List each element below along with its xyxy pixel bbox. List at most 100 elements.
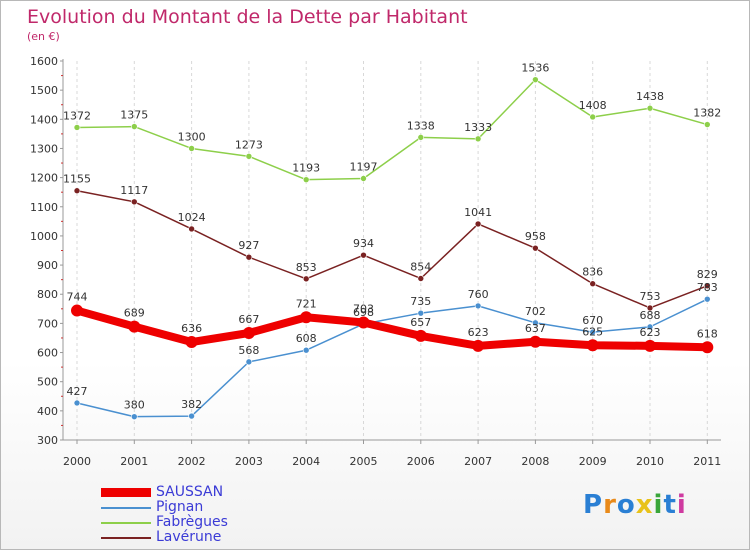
- data-label: 688: [640, 309, 661, 322]
- chart-title: Evolution du Montant de la Dette par Hab…: [27, 6, 468, 28]
- data-point: [302, 346, 310, 354]
- legend-item-pignan: Pignan: [101, 499, 301, 515]
- data-point: [73, 399, 81, 407]
- data-label: 958: [525, 230, 546, 243]
- x-tick-label: 2010: [636, 455, 664, 468]
- legend-swatch-laverune: [101, 537, 151, 539]
- y-tick-label: 1400: [30, 113, 58, 126]
- data-label: 1024: [178, 211, 206, 224]
- data-point: [360, 251, 367, 259]
- data-label: 735: [410, 295, 431, 308]
- data-point: [188, 412, 195, 420]
- data-point: [128, 320, 141, 333]
- legend-item-fabregues: Fabrègues: [101, 514, 301, 530]
- data-label: 608: [296, 332, 317, 345]
- data-point: [245, 358, 253, 366]
- legend-label-pignan: Pignan: [156, 499, 204, 515]
- logo-letter: t: [663, 490, 677, 520]
- data-label: 760: [468, 288, 489, 301]
- y-tick-label: 500: [37, 376, 58, 389]
- y-tick-label: 300: [37, 434, 58, 447]
- data-label: 1372: [63, 109, 91, 122]
- data-point: [589, 280, 597, 288]
- data-point: [644, 339, 656, 352]
- data-label: 744: [67, 291, 88, 304]
- data-label: 667: [238, 313, 259, 326]
- data-label: 427: [67, 385, 88, 398]
- data-point: [357, 316, 370, 329]
- data-label: 783: [697, 281, 718, 294]
- data-point: [474, 220, 482, 228]
- data-label: 1375: [120, 109, 148, 122]
- data-point: [414, 329, 427, 342]
- data-label: 689: [124, 307, 145, 320]
- data-label: 1438: [636, 90, 664, 103]
- series-line-pignan: [76, 298, 709, 418]
- data-point: [242, 327, 255, 340]
- data-label: 1382: [693, 107, 721, 120]
- data-point: [586, 339, 599, 352]
- data-label: 1155: [63, 173, 91, 186]
- data-label: 753: [640, 290, 661, 303]
- proxiti-logo: Proxiti: [583, 490, 687, 520]
- data-label: 623: [640, 326, 661, 339]
- series-line-lavérune: [76, 189, 709, 309]
- data-point: [646, 104, 654, 112]
- legend-swatch-fabregues: [101, 522, 151, 524]
- x-tick-label: 2004: [292, 455, 320, 468]
- legend-swatch-pignan: [101, 507, 151, 509]
- data-label: 657: [410, 316, 431, 329]
- data-point: [131, 198, 138, 206]
- data-point: [360, 175, 367, 182]
- data-point: [300, 311, 313, 324]
- data-label: 380: [124, 399, 145, 412]
- data-point: [646, 304, 654, 312]
- logo-letter: x: [635, 490, 654, 520]
- y-tick-label: 900: [37, 259, 58, 272]
- data-label: 1197: [350, 160, 378, 173]
- y-tick-label: 600: [37, 347, 58, 360]
- logo-letter: i: [676, 490, 687, 520]
- y-tick-label: 700: [37, 317, 58, 330]
- data-label: 618: [697, 327, 718, 340]
- y-tick-label: 400: [37, 405, 58, 418]
- data-label: 721: [296, 297, 317, 310]
- x-tick-label: 2008: [521, 455, 549, 468]
- data-point: [245, 153, 253, 160]
- data-point: [701, 341, 714, 354]
- legend-label-laverune: Lavérune: [156, 529, 222, 545]
- data-point: [245, 253, 253, 261]
- data-label: 853: [296, 261, 317, 274]
- data-label: 934: [353, 237, 374, 250]
- data-label: 1338: [407, 119, 435, 132]
- data-point: [646, 323, 654, 331]
- data-point: [417, 275, 425, 282]
- y-tick-label: 1300: [30, 142, 58, 155]
- data-point: [703, 295, 711, 303]
- data-label: 1117: [120, 184, 148, 197]
- data-label: 1300: [178, 130, 206, 143]
- data-label: 625: [582, 325, 603, 338]
- data-point: [532, 244, 539, 252]
- y-tick-label: 1500: [30, 84, 58, 97]
- x-tick-label: 2000: [63, 455, 91, 468]
- data-point: [302, 275, 310, 283]
- legend-label-saussan: SAUSSAN: [156, 484, 224, 500]
- data-point: [474, 135, 482, 143]
- logo-letter: i: [653, 490, 664, 520]
- data-point: [131, 413, 138, 420]
- data-label: 829: [697, 268, 718, 281]
- data-point: [532, 76, 539, 83]
- data-label: 1193: [292, 162, 320, 175]
- x-tick-label: 2007: [464, 455, 492, 468]
- x-tick-label: 2006: [407, 455, 435, 468]
- series-line-saussan: [73, 306, 712, 352]
- data-label: 702: [525, 305, 546, 318]
- x-tick-label: 2003: [235, 455, 263, 468]
- data-point: [529, 335, 542, 348]
- chart-unit: (en €): [27, 30, 60, 43]
- legend: SAUSSAN Pignan Fabrègues Lavérune: [101, 484, 301, 545]
- legend-item-saussan: SAUSSAN: [101, 484, 301, 500]
- y-tick-label: 800: [37, 288, 58, 301]
